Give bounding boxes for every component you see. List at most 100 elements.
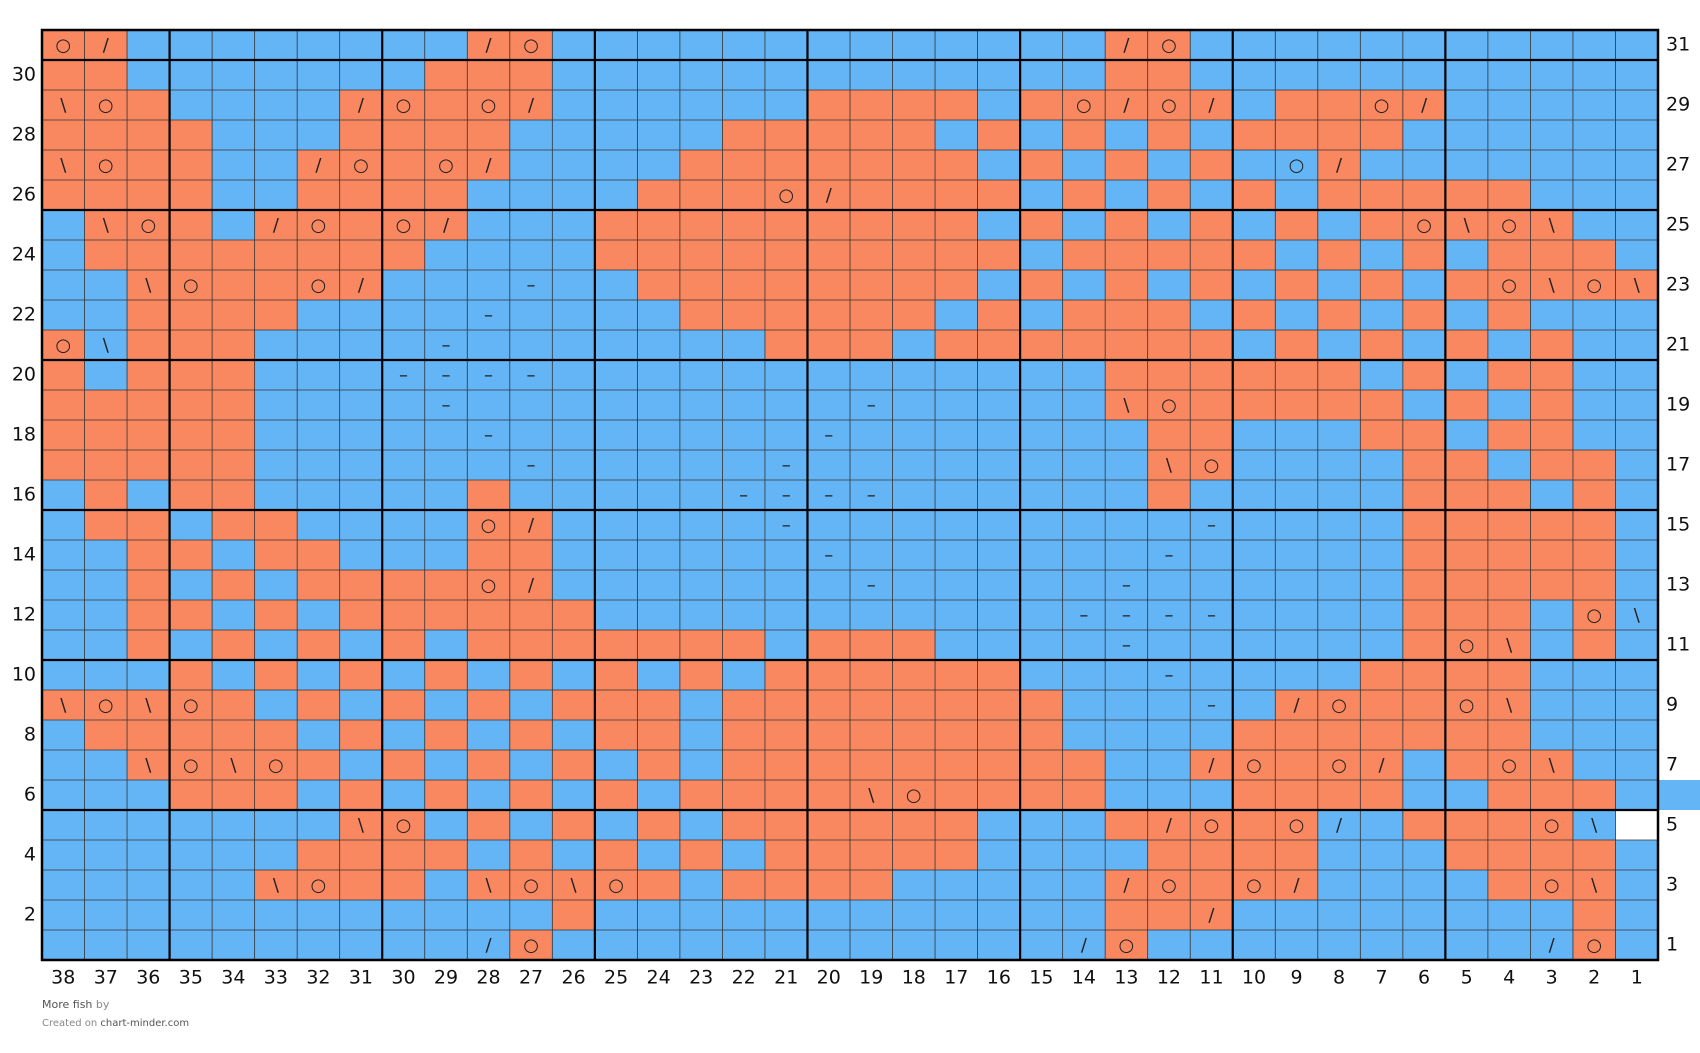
- cell: [637, 300, 680, 330]
- cell: [935, 60, 978, 90]
- cell: [1572, 570, 1616, 600]
- stitch-symbol: ○: [1161, 395, 1177, 416]
- stitch-symbol: \: [273, 875, 280, 896]
- stitch-symbol: \: [145, 695, 152, 716]
- cell: [850, 690, 893, 720]
- cell: [807, 630, 850, 660]
- cell: [1105, 720, 1148, 750]
- stitch-symbol: \: [103, 335, 110, 356]
- cell: [509, 150, 553, 180]
- cell: [42, 480, 85, 510]
- cell: [1020, 90, 1063, 120]
- cell: [935, 240, 978, 270]
- stitch-symbol: /: [1379, 755, 1386, 776]
- cell: [1317, 120, 1361, 150]
- cell: [424, 870, 468, 900]
- cell: [722, 750, 765, 780]
- cell: [637, 540, 680, 570]
- cell: [1147, 300, 1191, 330]
- cell: [1445, 720, 1488, 750]
- byline: by: [96, 998, 110, 1011]
- cell: [339, 780, 383, 810]
- cell: [807, 600, 850, 630]
- cell: [1232, 510, 1276, 540]
- cell: [339, 210, 383, 240]
- cell: [339, 660, 383, 690]
- cell: [1062, 840, 1106, 870]
- cell: [254, 540, 298, 570]
- cell: [1572, 810, 1616, 840]
- cell: [1190, 750, 1233, 780]
- cell: [212, 420, 255, 450]
- cell: [807, 660, 850, 690]
- cell: [1360, 60, 1403, 90]
- cell: [1402, 90, 1446, 120]
- cell: [127, 330, 170, 360]
- cell: [1360, 90, 1403, 120]
- cell: [1615, 600, 1658, 630]
- cell: [1317, 420, 1361, 450]
- cell: [850, 780, 893, 810]
- stitch-symbol: ○: [1586, 275, 1602, 296]
- stitch-symbol: –: [824, 485, 833, 506]
- cell: [467, 690, 510, 720]
- cell: [42, 60, 85, 90]
- cell: [552, 810, 595, 840]
- cell: [1402, 210, 1446, 240]
- cell: [42, 900, 85, 930]
- cell: [892, 300, 936, 330]
- cell: [1190, 180, 1233, 210]
- cell: [169, 300, 213, 330]
- cell: [1615, 900, 1658, 930]
- cell: [1530, 570, 1573, 600]
- cell: [1147, 390, 1191, 420]
- row-label: 1: [1666, 934, 1678, 956]
- cell: [722, 90, 765, 120]
- cell: [1147, 330, 1191, 360]
- cell: [977, 660, 1021, 690]
- cell: [1020, 690, 1063, 720]
- cell: [1190, 720, 1233, 750]
- cell: [1062, 600, 1106, 630]
- cell: [42, 930, 85, 960]
- stitch-symbol: /: [358, 275, 365, 296]
- cell: [254, 270, 298, 300]
- cell: [1232, 900, 1276, 930]
- row-label: 31: [1666, 34, 1690, 56]
- cell: [509, 540, 553, 570]
- cell: [1190, 30, 1233, 60]
- cell: [1530, 480, 1573, 510]
- cell: [509, 390, 553, 420]
- cell: [297, 150, 340, 180]
- stitch-symbol: –: [442, 395, 451, 416]
- cell: [1487, 750, 1531, 780]
- row-label: 5: [1666, 814, 1678, 836]
- cell: [254, 150, 298, 180]
- cell: [424, 750, 468, 780]
- stitch-symbol: ○: [98, 95, 114, 116]
- cell: [1275, 930, 1318, 960]
- cell: [594, 900, 638, 930]
- cell: [382, 90, 425, 120]
- stitch-symbol: /: [1208, 755, 1215, 776]
- stitch-symbol: –: [739, 485, 748, 506]
- cell: [254, 390, 298, 420]
- cell: [424, 630, 468, 660]
- cell: [1572, 390, 1616, 420]
- stitch-symbol: \: [1549, 755, 1556, 776]
- cell: [127, 240, 170, 270]
- column-label: 9: [1290, 967, 1302, 989]
- cell: [509, 270, 553, 300]
- row-label: 23: [1666, 274, 1690, 296]
- cell: [764, 480, 808, 510]
- cell: [1147, 840, 1191, 870]
- cell: [467, 720, 510, 750]
- cell: [1147, 510, 1191, 540]
- cell: [1402, 720, 1446, 750]
- cell: [424, 90, 468, 120]
- cell: [722, 330, 765, 360]
- cell: [1275, 570, 1318, 600]
- cell: [509, 840, 553, 870]
- cell: [1445, 810, 1488, 840]
